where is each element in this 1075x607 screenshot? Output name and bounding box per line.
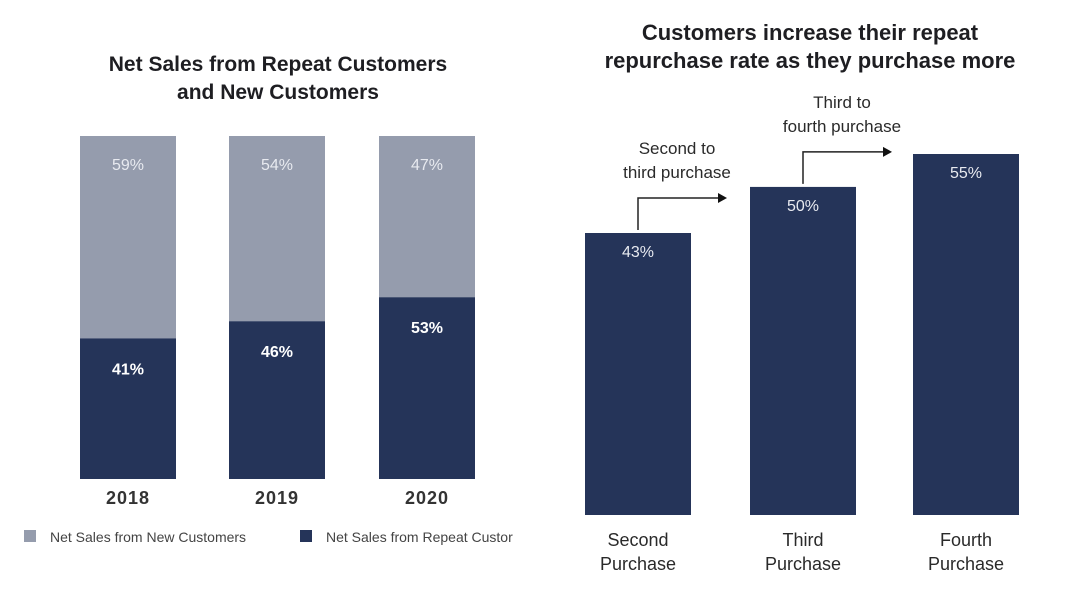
annotation-text-line1-1: Second to [639,139,716,158]
right-annotations: Second to third purchase Third to fourth pu… [623,93,901,230]
right-title-line-2: repurchase rate as they purchase more [605,48,1016,73]
bar-segment-repeat-2018 [80,338,176,479]
data-label-repeat-2019: 46% [261,344,293,361]
x-tick-line1-1: Second [607,530,668,550]
bar-segment-repeat-2019 [229,321,325,479]
annotation-arrow-head-2 [883,146,892,157]
left-x-axis-ticks: 2018 2019 2020 [106,488,449,508]
data-label-repeat-2020: 53% [411,320,443,337]
left-title-line-1: Net Sales from Repeat Customers [109,53,447,76]
legend-swatch-repeat-customers [300,530,312,542]
data-label-2: 50% [787,198,819,215]
x-tick-2019: 2019 [255,488,299,508]
left-stacked-bars: 59% 41% 54% 46% 47% 53% [80,136,475,479]
annotation-arrow-line-2 [802,151,883,184]
x-tick-2018: 2018 [106,488,150,508]
data-label-new-2018: 59% [112,157,144,174]
data-label-3: 55% [950,165,982,182]
data-label-new-2020: 47% [411,157,443,174]
annotation-text-line2-1: third purchase [623,163,731,182]
bar-segment-new-2018 [80,136,176,339]
x-tick-line2-1: Purchase [600,554,676,574]
bar-segment-new-2019 [229,136,325,322]
left-legend: Net Sales from New Customers Net Sales fr… [24,529,513,545]
legend-swatch-new-customers [24,530,36,542]
annotation-text-line2-2: fourth purchase [783,117,901,136]
x-tick-line1-3: Fourth [940,530,992,550]
annotation-text-line1-2: Third to [813,93,871,112]
bar-2 [750,186,856,515]
left-chart-title: Net Sales from Repeat Customers and New … [109,53,447,104]
legend-label-repeat-customers: Net Sales from Repeat Custor [326,529,513,545]
x-tick-line2-2: Purchase [765,554,841,574]
legend-label-new-customers: Net Sales from New Customers [50,529,246,545]
bar-3 [913,154,1019,515]
bar-1 [585,233,691,515]
annotation-arrow-line-1 [637,197,718,230]
bar-segment-new-2020 [379,136,475,298]
data-label-1: 43% [622,244,654,261]
data-label-new-2019: 54% [261,157,293,174]
bar-segment-repeat-2020 [379,297,475,479]
x-tick-line1-2: Third [782,530,823,550]
annotation-arrow-head-1 [718,193,727,203]
left-title-line-2: and New Customers [177,81,379,104]
right-bars: 43% 50% 55% [585,154,1019,515]
right-title-line-1: Customers increase their repeat [642,20,979,45]
x-tick-2020: 2020 [405,488,449,508]
data-label-repeat-2018: 41% [112,361,144,378]
right-x-axis-ticks: Second Purchase Third Purchase Fourth Purchas… [600,530,1004,574]
x-tick-line2-3: Purchase [928,554,1004,574]
right-chart-title: Customers increase their repeat repurcha… [605,20,1016,73]
